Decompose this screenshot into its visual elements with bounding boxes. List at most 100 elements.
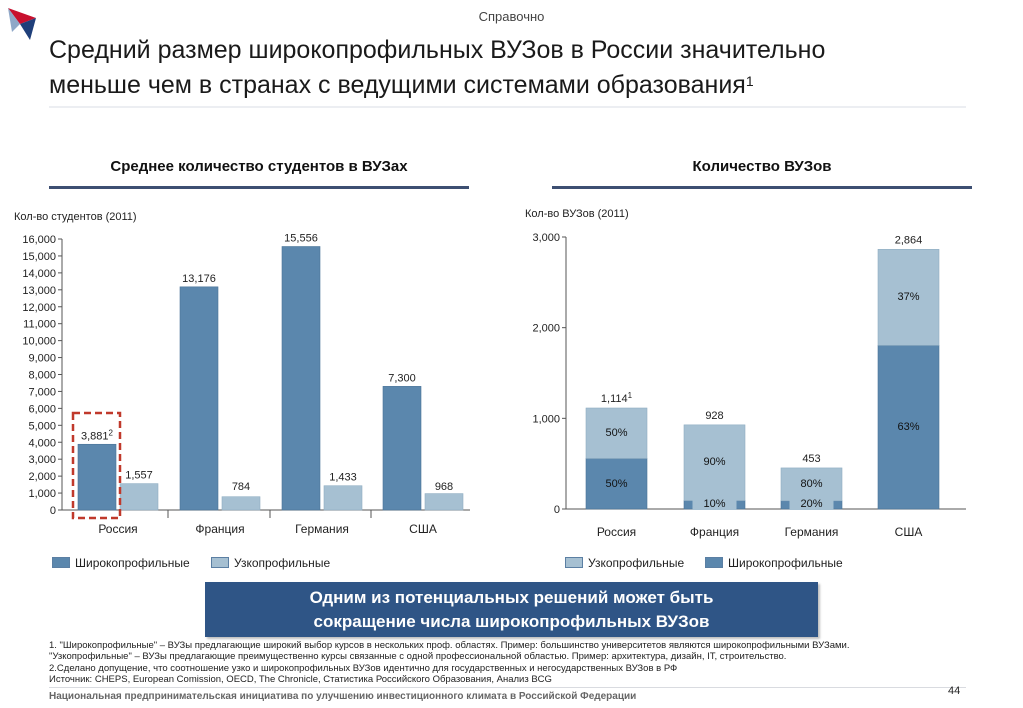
bar-broad-russia	[77, 443, 117, 511]
legend-item-narrow: Узкопрофильные	[565, 556, 684, 570]
bar-broad-france	[179, 286, 219, 511]
reference-tag: Справочно	[478, 9, 545, 24]
data-label-broad-germany: 15,556	[284, 233, 318, 245]
y-tick-label: 1,000	[532, 413, 560, 425]
share-label-bg-france	[692, 497, 737, 510]
conclusion-callout: Одним из потенциальных решений может быт…	[205, 582, 818, 637]
y-tick-label: 0	[50, 505, 56, 517]
share-label-narrow-france: 90%	[703, 456, 725, 468]
y-tick-label: 3,000	[28, 454, 56, 466]
right-panel-divider	[552, 186, 972, 189]
total-label-germany: 453	[802, 453, 820, 465]
y-tick-label: 0	[554, 504, 560, 516]
data-label-narrow-germany: 1,433	[329, 472, 357, 484]
y-tick-label: 1,000	[28, 488, 56, 500]
bar-narrow-russia	[585, 407, 648, 459]
page-title-footnote-mark: 1	[745, 73, 754, 89]
title-divider	[49, 106, 966, 108]
bar-broad-usa	[382, 386, 422, 511]
y-tick-label: 8,000	[28, 370, 56, 382]
bar-narrow-germany	[323, 485, 363, 511]
right-unit-label: Кол-во ВУЗов (2011)	[525, 208, 629, 220]
russia-highlight-box	[71, 411, 122, 520]
legend-swatch-broad	[52, 557, 70, 568]
bar-narrow-usa	[424, 493, 464, 511]
legend-swatch-broad	[705, 557, 723, 568]
total-label-france: 928	[705, 410, 723, 422]
x-tick-label-russia: Россия	[597, 525, 636, 539]
data-label-broad-france: 13,176	[182, 273, 216, 285]
total-label-russia: 1,1141	[601, 391, 633, 405]
x-tick-label-usa: США	[409, 522, 437, 536]
y-tick-label: 2,000	[532, 323, 560, 335]
x-tick-label-germany: Германия	[785, 525, 839, 539]
x-tick-label-usa: США	[895, 525, 923, 539]
footnote-1: 1. "Широкопрофильные" – ВУЗы предлагающи…	[49, 640, 850, 651]
y-tick-label: 13,000	[22, 285, 56, 297]
page-title: Средний размер широкопрофильных ВУЗов в …	[49, 33, 979, 103]
share-label-broad-france: 10%	[703, 498, 725, 510]
share-label-broad-germany: 20%	[800, 498, 822, 510]
total-label-usa: 2,864	[895, 234, 923, 246]
x-tick-label-france: Франция	[690, 525, 739, 539]
legend-swatch-narrow	[211, 557, 229, 568]
page-title-line-2: меньше чем в странах с ведущими системам…	[49, 68, 979, 103]
footnotes: 1. "Широкопрофильные" – ВУЗы предлагающи…	[49, 640, 979, 685]
share-label-narrow-germany: 80%	[800, 478, 822, 490]
bar-broad-usa	[877, 345, 940, 510]
page-title-line-2-text: меньше чем в странах с ведущими системам…	[49, 71, 746, 99]
share-label-narrow-usa: 37%	[897, 291, 919, 303]
bar-broad-russia	[585, 458, 648, 510]
legend-label-broad: Широкопрофильные	[75, 556, 190, 570]
legend-label-narrow: Узкопрофильные	[588, 556, 685, 570]
callout-line-1: Одним из потенциальных решений может быт…	[309, 587, 714, 607]
y-tick-label: 6,000	[28, 403, 56, 415]
y-tick-label: 12,000	[22, 302, 56, 314]
x-tick-label-france: Франция	[195, 522, 244, 536]
left-unit-label: Кол-во студентов (2011)	[14, 211, 137, 223]
data-label-broad-russia: 3,8812	[81, 428, 114, 442]
page-number: 44	[948, 685, 961, 697]
footnote-2: 2.Сделано допущение, что соотношение узк…	[49, 662, 678, 674]
share-label-broad-usa: 63%	[897, 421, 919, 433]
footnote-1-continued: "Узкопрофильные" – ВУЗы предлагающие пре…	[49, 651, 787, 663]
y-tick-label: 10,000	[22, 336, 56, 348]
bar-narrow-usa	[877, 249, 940, 346]
data-label-narrow-russia: 1,557	[125, 470, 153, 482]
left-panel-divider	[49, 186, 469, 189]
callout-line-2: сокращение числа широкопрофильных ВУЗов	[313, 611, 710, 631]
legend-swatch-narrow	[565, 557, 583, 568]
bar-narrow-france	[683, 424, 746, 501]
data-label-broad-usa: 7,300	[388, 372, 416, 384]
share-label-broad-russia: 50%	[605, 478, 627, 490]
right-panel-title: Количество ВУЗов	[692, 158, 832, 175]
logo-icon	[8, 8, 36, 40]
bar-narrow-france	[221, 496, 261, 511]
y-tick-label: 3,000	[532, 232, 560, 244]
y-tick-label: 7,000	[28, 386, 56, 398]
left-panel-title: Среднее количество студентов в ВУЗах	[110, 158, 408, 175]
x-tick-label-germany: Германия	[295, 522, 349, 536]
footer-text: Национальная предпринимательская инициат…	[49, 691, 637, 702]
bar-narrow-russia	[119, 483, 159, 511]
y-tick-label: 5,000	[28, 420, 56, 432]
legend-label-narrow: Узкопрофильные	[234, 556, 331, 570]
bar-broad-germany	[281, 246, 321, 511]
page-title-line-1: Средний размер широкопрофильных ВУЗов в …	[49, 36, 826, 64]
y-tick-label: 4,000	[28, 437, 56, 449]
legend-item-broad: Широкопрофильные	[52, 556, 190, 570]
data-label-narrow-usa: 968	[435, 481, 453, 493]
y-tick-label: 15,000	[22, 251, 56, 263]
footer-divider	[49, 687, 966, 688]
share-label-bg-germany	[789, 497, 834, 510]
y-tick-label: 2,000	[28, 471, 56, 483]
x-tick-label-russia: Россия	[98, 522, 137, 536]
y-tick-label: 14,000	[22, 268, 56, 280]
y-tick-label: 16,000	[22, 234, 56, 246]
data-label-narrow-france: 784	[232, 481, 250, 493]
share-label-narrow-russia: 50%	[605, 427, 627, 439]
source-note: Источник: CHEPS, European Comission, OEC…	[49, 673, 552, 685]
legend-label-broad: Широкопрофильные	[728, 556, 843, 570]
